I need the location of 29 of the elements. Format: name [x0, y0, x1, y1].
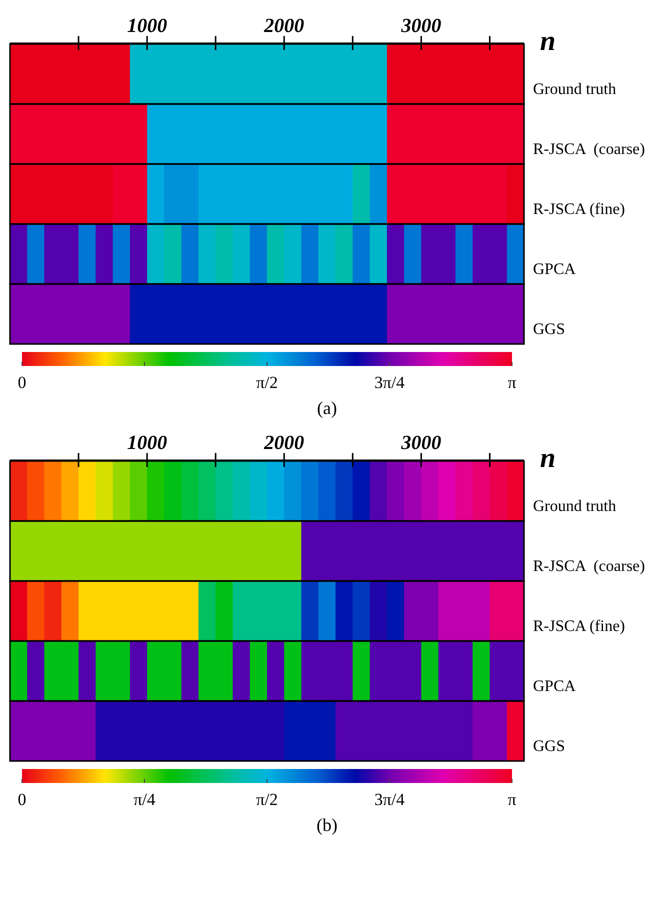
y-tick-label: Ground truth: [530, 497, 620, 517]
color-bar-label: π/2: [256, 373, 278, 392]
color-bar-label: 3π/4: [374, 790, 406, 809]
x-tick-label: 2000: [263, 15, 304, 37]
y-tick-label: Ground truth: [530, 80, 620, 100]
y-tick-label: R-JSCA (coarse): [530, 557, 648, 577]
x-axis-title: n: [540, 26, 556, 57]
y-tick-label: GGS: [530, 737, 568, 757]
y-tick-label: GPCA: [530, 677, 579, 697]
x-tick-label: 1000: [127, 15, 168, 37]
y-tick-label: R-JSCA (fine): [530, 617, 628, 637]
color-bar-label: 0: [18, 373, 26, 392]
x-tick-label: 2000: [263, 432, 304, 454]
color-bar-label: π: [508, 373, 517, 392]
color-bar-label: π: [508, 790, 517, 809]
color-bar-label: 0: [18, 790, 26, 809]
x-tick-label: 3000: [400, 15, 442, 37]
color-bar-label: π/4: [134, 790, 156, 809]
color-bar-label: 3π/4: [374, 373, 406, 392]
color-bar-label: π/2: [256, 790, 278, 809]
y-tick-label: GGS: [530, 320, 568, 340]
x-axis-title: n: [540, 443, 556, 474]
y-tick-label: GPCA: [530, 260, 579, 280]
y-tick-label: R-JSCA (fine): [530, 200, 628, 220]
text: (b): [316, 815, 338, 836]
text: (a): [316, 398, 338, 419]
y-tick-label: R-JSCA (coarse): [530, 140, 648, 160]
x-tick-label: 1000: [127, 432, 168, 454]
x-tick-label: 3000: [400, 432, 442, 454]
